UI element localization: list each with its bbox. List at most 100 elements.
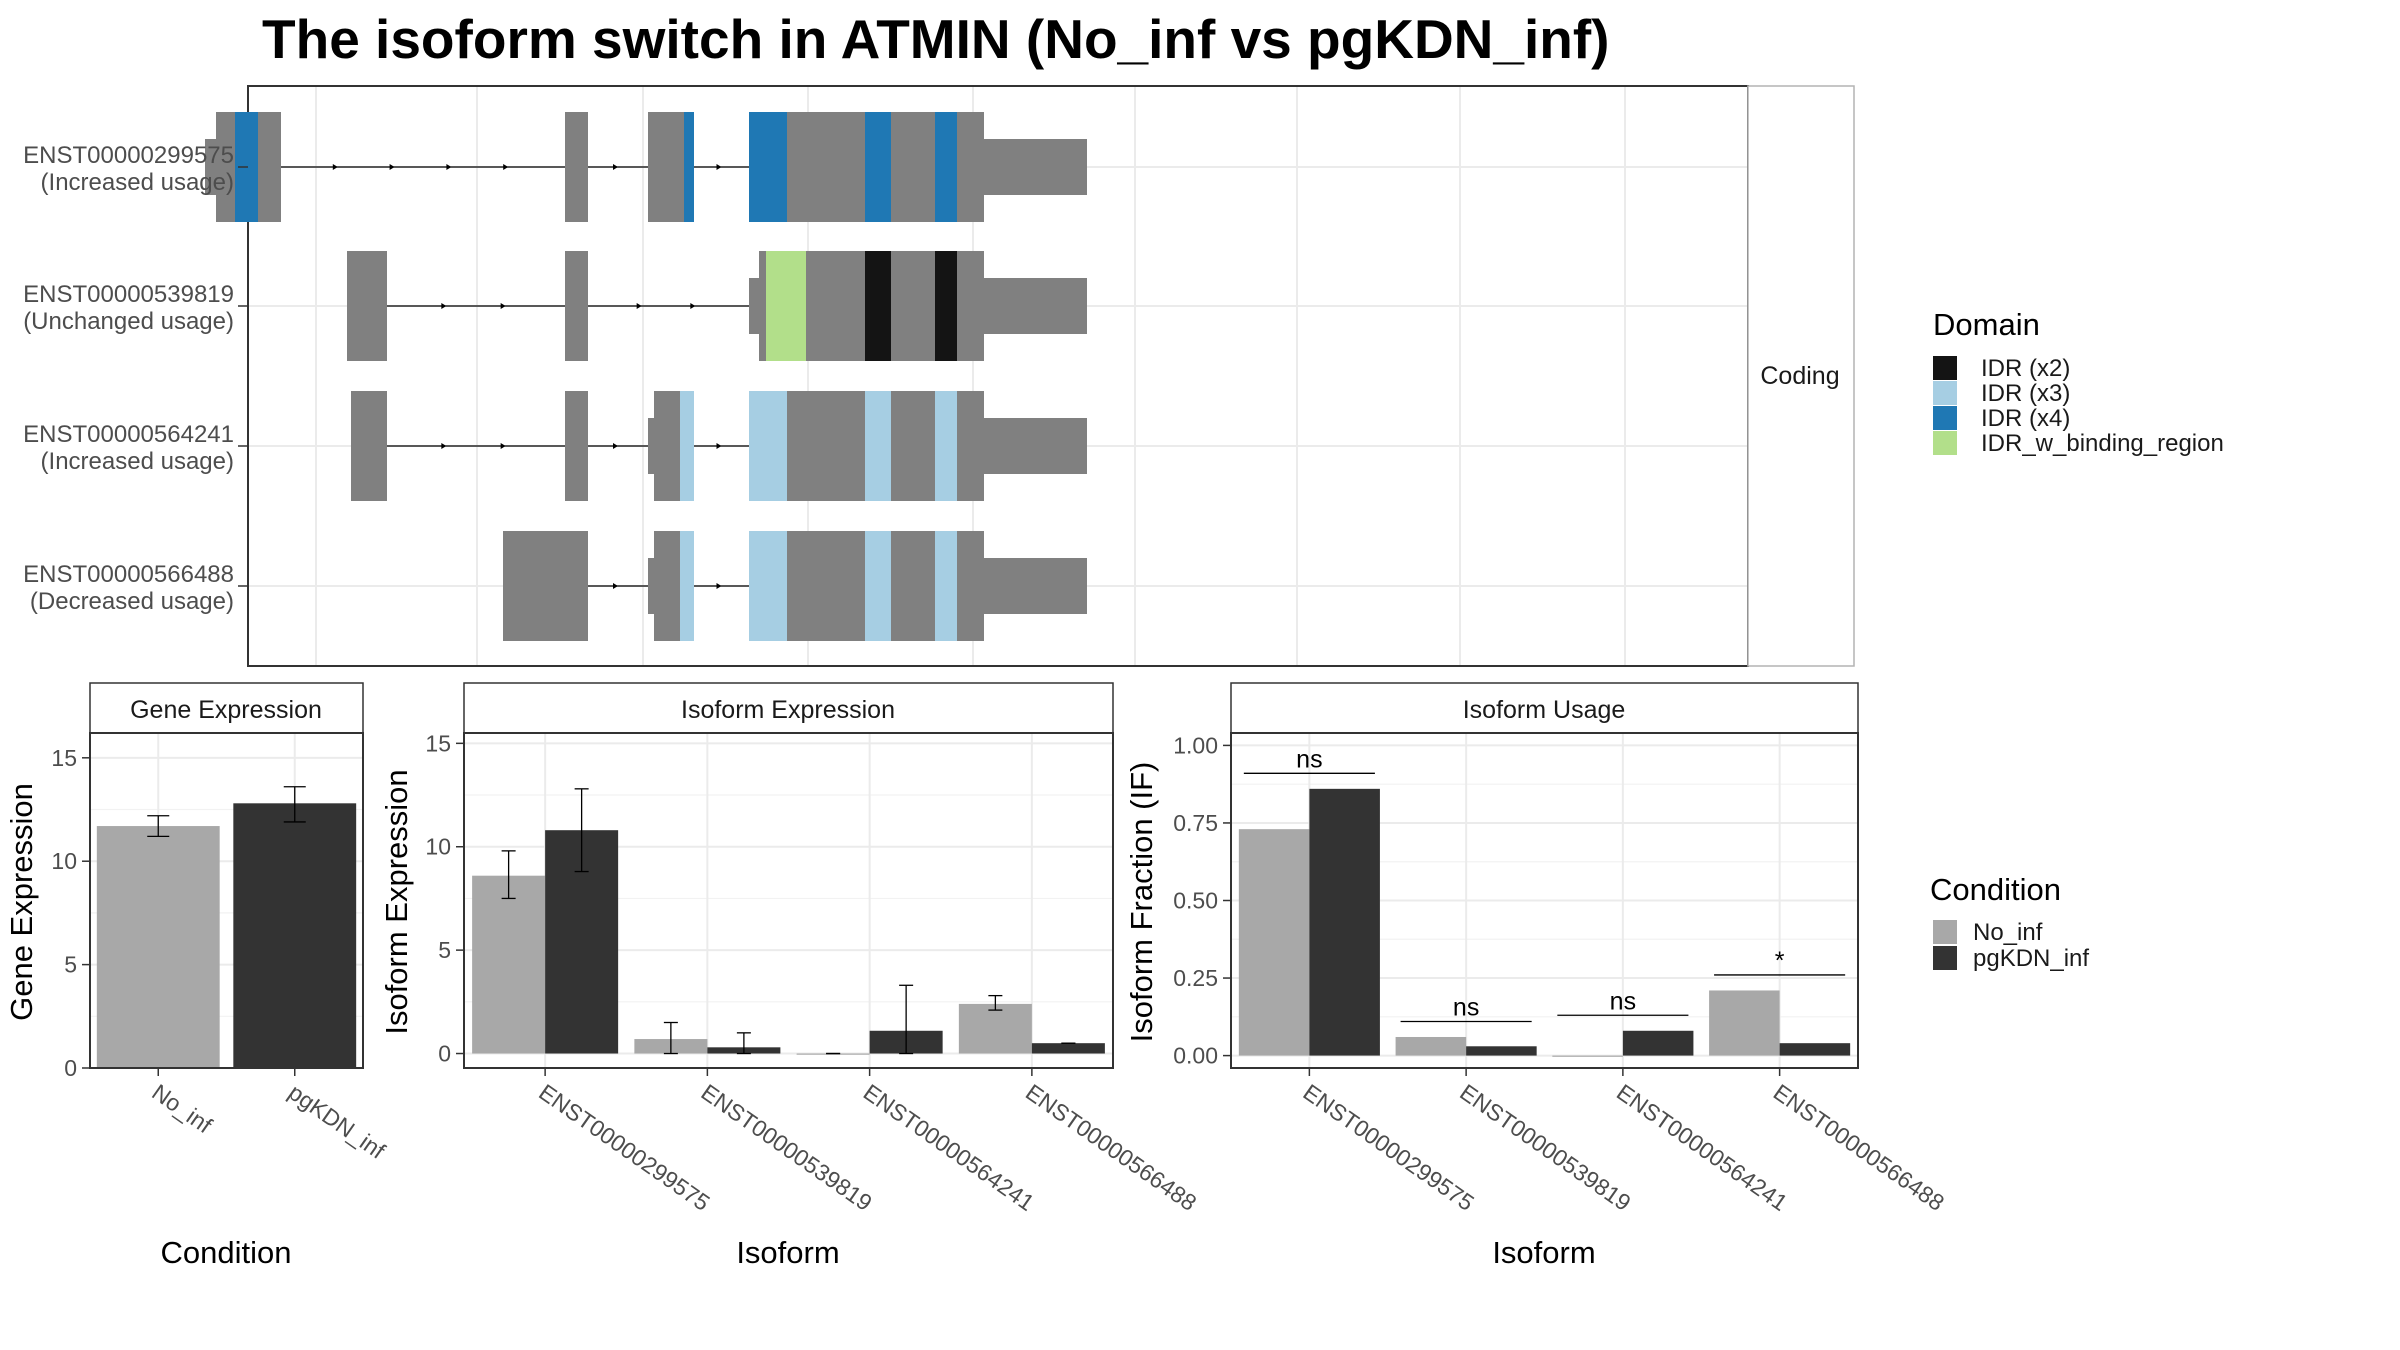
intron-arrow	[500, 303, 506, 309]
y-tick-label: 0.50	[1173, 888, 1218, 914]
bar	[1466, 1046, 1537, 1056]
coding-strip	[1747, 85, 1855, 667]
domain-block	[766, 251, 806, 361]
intron-arrow	[613, 583, 618, 589]
utr-block	[984, 278, 1087, 334]
significance-label: *	[1775, 947, 1785, 975]
y-tick-label: 0	[64, 1055, 77, 1081]
y-tick-label: 15	[51, 745, 77, 771]
domain-block	[935, 251, 957, 361]
utr-block	[205, 139, 216, 195]
utr-block	[984, 558, 1087, 614]
condition-legend-title: Condition	[1930, 872, 2061, 907]
intron-arrow	[441, 303, 447, 309]
bar	[233, 803, 357, 1068]
exon-block	[565, 391, 588, 501]
x-tick-label: ENST00000539819	[1455, 1079, 1635, 1216]
y-tick-label: 0.75	[1173, 810, 1218, 836]
transcript-row	[351, 391, 1087, 501]
y-tick-label: 10	[51, 848, 77, 874]
domain-legend-key	[1933, 356, 1957, 380]
x-tick-label: ENST00000564241	[859, 1079, 1039, 1216]
intron-arrow	[716, 164, 722, 170]
x-tick-label: ENST00000566488	[1021, 1079, 1201, 1216]
x-tick-label: ENST00000539819	[697, 1079, 877, 1216]
bar	[1552, 1055, 1623, 1057]
intron-arrow	[441, 443, 447, 449]
utr-block	[984, 418, 1087, 474]
intron-arrow	[613, 164, 618, 170]
condition-legend-key	[1933, 920, 1957, 944]
intron-arrow	[613, 443, 618, 449]
x-tick-label: No_inf	[147, 1079, 217, 1139]
transcript-id-label: ENST00000566488	[23, 561, 234, 588]
y-tick-label: 0	[438, 1041, 451, 1067]
domain-legend-label: IDR (x4)	[1981, 405, 2070, 432]
gene-expression-strip-label: Gene Expression	[130, 696, 322, 724]
significance-label: ns	[1610, 987, 1636, 1015]
exon-block	[351, 391, 387, 501]
domain-block	[865, 391, 891, 501]
gene-expression-y-title: Gene Expression	[4, 783, 39, 1021]
x-tick-label: pgKDN_inf	[284, 1079, 391, 1164]
isoform-expression-x-title: Isoform	[736, 1235, 839, 1270]
intron-arrow	[503, 164, 509, 170]
bar	[1709, 990, 1780, 1056]
condition-legend-label: No_inf	[1973, 919, 2043, 946]
domain-legend-title: Domain	[1933, 307, 2040, 342]
panel-frame	[89, 732, 364, 1069]
intron-arrow	[716, 583, 722, 589]
transcript-usage-label: (Unchanged usage)	[23, 308, 234, 335]
significance-label: ns	[1296, 745, 1322, 773]
exon-block	[565, 251, 588, 361]
panel-frame	[463, 732, 1114, 1069]
domain-block	[749, 112, 787, 222]
domain-block	[935, 112, 957, 222]
isoform-expression-strip-label: Isoform Expression	[681, 696, 895, 724]
domain-block	[935, 531, 957, 641]
intron-arrow	[332, 164, 338, 170]
transcript-id-label: ENST00000539819	[23, 281, 234, 308]
domain-block	[865, 112, 891, 222]
domain-legend: Domain IDR (x2)IDR (x3)IDR (x4)IDR_w_bin…	[1933, 307, 2224, 457]
bar	[1238, 829, 1310, 1056]
domain-block	[749, 391, 787, 501]
y-tick-label: 10	[425, 834, 451, 860]
domain-block	[684, 112, 694, 222]
transcript-usage-label: (Increased usage)	[41, 448, 234, 475]
exon-block	[347, 251, 387, 361]
transcript-id-label: ENST00000299575	[23, 142, 234, 169]
isoform-usage-x-title: Isoform	[1492, 1235, 1595, 1270]
utr-block	[749, 278, 759, 334]
y-tick-label: 15	[425, 730, 451, 756]
domain-legend-key	[1933, 406, 1957, 430]
chart-title: The isoform switch in ATMIN (No_inf vs p…	[262, 8, 1610, 70]
transcript-usage-label: (Increased usage)	[41, 169, 234, 196]
y-tick-label: 0.25	[1173, 965, 1218, 991]
x-tick-label: ENST00000564241	[1612, 1079, 1792, 1216]
transcript-usage-label: (Decreased usage)	[30, 588, 234, 615]
utr-block	[984, 139, 1087, 195]
bar	[1779, 1043, 1851, 1056]
domain-legend-label: IDR_w_binding_region	[1981, 430, 2224, 457]
gene-expression-strip	[89, 682, 364, 734]
exon-block	[565, 112, 588, 222]
intron-arrow	[500, 443, 506, 449]
panel-frame	[1230, 732, 1859, 1069]
domain-legend-label: IDR (x2)	[1981, 355, 2070, 382]
intron-arrow	[389, 164, 395, 170]
isoform-expression-strip	[463, 682, 1114, 734]
domain-legend-label: IDR (x3)	[1981, 380, 2070, 407]
transcript-id-label: ENST00000564241	[23, 421, 234, 448]
bar	[1309, 788, 1380, 1056]
bar	[1031, 1043, 1105, 1054]
condition-legend-label: pgKDN_inf	[1973, 945, 2089, 972]
bar	[96, 826, 220, 1068]
domain-block	[865, 251, 891, 361]
intron-arrow	[690, 303, 696, 309]
y-tick-label: 5	[438, 937, 451, 963]
domain-legend-key	[1933, 431, 1957, 455]
utr-block	[648, 418, 654, 474]
isoform-usage-y-title: Isoform Fraction (IF)	[1124, 762, 1159, 1043]
